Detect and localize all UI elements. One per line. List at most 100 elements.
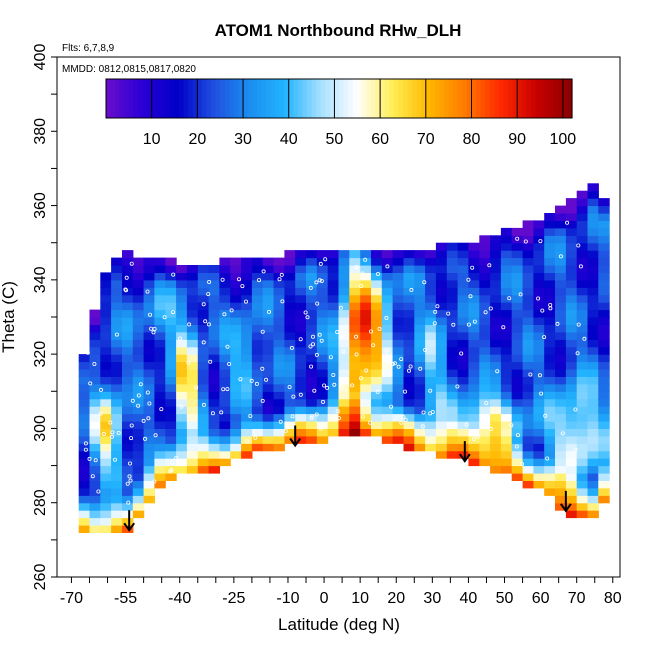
heatmap-cell <box>143 339 155 348</box>
heatmap-cell <box>111 421 123 429</box>
heatmap-cell <box>122 450 134 459</box>
heatmap-cell <box>468 309 480 318</box>
heatmap-cell <box>500 443 513 452</box>
heatmap-cell <box>143 383 155 392</box>
heatmap-cell <box>457 331 469 340</box>
heatmap-cell <box>251 443 264 452</box>
heatmap-cell <box>457 450 469 459</box>
heatmap-cell <box>587 480 599 489</box>
heatmap-cell <box>295 354 307 363</box>
observation-dot <box>169 467 174 472</box>
heatmap-cell <box>414 346 426 355</box>
heatmap-cell <box>219 309 231 318</box>
heatmap-cell <box>154 346 166 355</box>
heatmap-cell <box>555 435 567 444</box>
heatmap-cell <box>533 324 545 333</box>
heatmap-cell <box>587 183 599 192</box>
heatmap-cell <box>78 361 91 370</box>
heatmap-cell <box>381 265 394 273</box>
heatmap-cell <box>490 406 502 415</box>
heatmap-cell <box>403 339 415 348</box>
heatmap-cell <box>262 346 275 355</box>
heatmap-cell <box>457 287 469 296</box>
heatmap-cell <box>414 376 426 385</box>
heatmap-cell <box>316 339 329 348</box>
heatmap-cell <box>154 354 166 363</box>
heatmap-cell <box>197 413 210 422</box>
heatmap-cell <box>176 361 188 370</box>
heatmap-cell <box>197 391 210 400</box>
heatmap-cell <box>490 331 502 340</box>
heatmap-cell <box>457 317 469 325</box>
heatmap-cell <box>186 406 199 415</box>
heatmap-cell <box>576 465 589 474</box>
heatmap-cell <box>544 450 556 459</box>
heatmap-cell <box>522 413 534 422</box>
heatmap-cell <box>555 421 567 429</box>
heatmap-cell <box>284 317 296 325</box>
heatmap-cell <box>154 413 166 422</box>
heatmap-cell <box>360 376 372 385</box>
heatmap-cell <box>446 294 459 303</box>
heatmap-cell <box>241 413 253 422</box>
heatmap-cell <box>435 383 448 392</box>
heatmap-cell <box>587 502 599 511</box>
heatmap-cell <box>219 317 231 325</box>
colorbar-segment <box>220 79 226 118</box>
heatmap-cell <box>587 220 599 229</box>
observation-dot <box>141 418 146 423</box>
observation-dot <box>420 424 425 429</box>
heatmap-cell <box>587 227 599 236</box>
observation-dot <box>124 288 129 293</box>
heatmap-cell <box>176 421 188 429</box>
heatmap-cell <box>435 435 448 444</box>
heatmap-cell <box>555 257 567 266</box>
x-tick-label: 20 <box>387 590 405 607</box>
heatmap-cell <box>165 428 177 437</box>
heatmap-cell <box>219 346 231 355</box>
heatmap-cell <box>468 294 480 303</box>
colorbar-segment <box>407 79 413 118</box>
heatmap-cell <box>349 383 361 392</box>
heatmap-cell <box>587 265 599 273</box>
heatmap-cell <box>598 257 610 266</box>
heatmap-cell <box>338 250 350 259</box>
heatmap-cell <box>284 257 296 266</box>
heatmap-cell <box>306 257 318 266</box>
heatmap-cell <box>555 235 567 244</box>
heatmap-cell <box>425 257 437 266</box>
heatmap-cell <box>371 369 383 377</box>
heatmap-cell <box>154 287 166 296</box>
heatmap-cell <box>316 279 329 288</box>
heatmap-cell <box>544 250 556 259</box>
heatmap-cell <box>349 257 361 266</box>
colorbar-segment <box>453 79 459 118</box>
heatmap-cell <box>565 458 578 467</box>
heatmap-cell <box>598 294 610 303</box>
heatmap-cell <box>533 302 545 311</box>
heatmap-cell <box>576 346 589 355</box>
heatmap-cell <box>241 257 253 266</box>
observation-dot <box>99 387 104 392</box>
colorbar-segment <box>558 79 564 118</box>
heatmap-cell <box>349 272 361 281</box>
heatmap-cell <box>306 391 318 400</box>
heatmap-cell <box>262 435 275 444</box>
heatmap-cell <box>381 413 394 422</box>
heatmap-cell <box>122 487 134 496</box>
heatmap-cell <box>565 213 578 221</box>
heatmap-cell <box>544 331 556 340</box>
heatmap-cell <box>251 376 264 385</box>
heatmap-cell <box>327 354 340 363</box>
heatmap-cell <box>186 354 199 363</box>
heatmap-cell <box>143 369 155 377</box>
heatmap-cell <box>598 458 610 467</box>
heatmap-cell <box>251 324 264 333</box>
heatmap-cell <box>533 317 545 325</box>
heatmap-cell <box>533 473 545 481</box>
colorbar-segment <box>343 79 349 118</box>
heatmap-cell <box>468 287 480 296</box>
heatmap-cell <box>295 361 307 370</box>
heatmap-cell <box>132 465 145 474</box>
observation-dot <box>127 461 132 466</box>
